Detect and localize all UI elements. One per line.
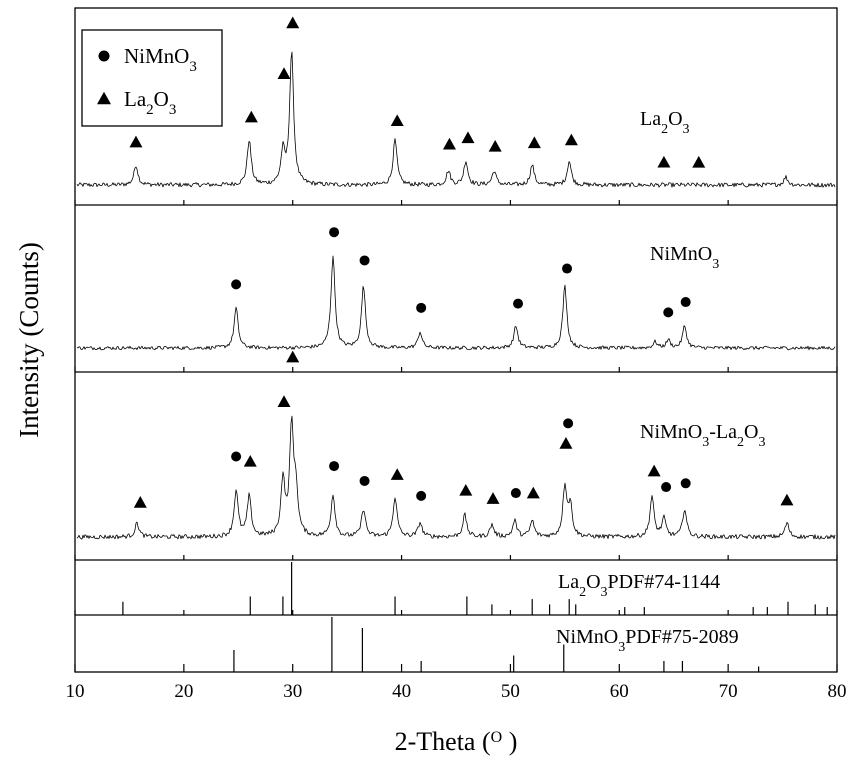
triangle-marker <box>527 487 540 499</box>
legend-label-part: La <box>124 87 147 111</box>
triangle-marker <box>657 156 670 168</box>
circle-marker <box>329 461 339 471</box>
triangle-marker <box>391 114 404 126</box>
triangle-marker <box>692 156 705 168</box>
triangle-marker <box>487 492 500 504</box>
circle-marker <box>513 299 523 309</box>
circle-marker <box>511 488 521 498</box>
circle-marker <box>661 482 671 492</box>
legend-label-part: 3 <box>169 102 177 118</box>
legend-label-part: NiMnO <box>124 44 189 68</box>
circle-marker <box>663 307 673 317</box>
series-label-1-part: 2 <box>661 122 668 137</box>
x-tick-label: 40 <box>392 681 411 702</box>
circle-marker <box>231 279 241 289</box>
triangle-marker <box>528 136 541 148</box>
reference-label-1: La2O3PDF#74-1144 <box>558 571 720 600</box>
reference-label-2-part: PDF#75-2089 <box>625 626 738 648</box>
reference-label-1-part: 3 <box>601 585 608 600</box>
circle-marker <box>329 227 339 237</box>
x-tick-label: 80 <box>828 681 847 702</box>
series-label-3: NiMnO3-La2O3 <box>640 421 765 450</box>
x-tick-label: 70 <box>719 681 738 702</box>
triangle-marker <box>278 67 291 79</box>
series-label-1-part: 3 <box>683 122 690 137</box>
x-axis-label-text: 2-Theta <box>395 727 476 756</box>
series-label-1-part: La <box>640 108 661 130</box>
reference-label-2-part: 3 <box>618 640 625 655</box>
triangle-marker <box>286 17 299 29</box>
trace-2 <box>77 256 835 350</box>
xrd-chart: 10203040506070802-Theta (O )Intensity (C… <box>0 0 863 770</box>
series-label-2-part: NiMnO <box>650 243 712 265</box>
triangle-marker <box>648 465 661 477</box>
legend-label-part: 2 <box>146 102 154 118</box>
reference-label-1-part: La <box>558 571 579 593</box>
legend-circle-marker <box>99 51 110 62</box>
circle-marker <box>416 491 426 501</box>
triangle-marker <box>461 131 474 143</box>
series-label-1: La2O3 <box>640 108 690 137</box>
series-label-3-part: 3 <box>758 435 765 450</box>
triangle-marker <box>780 494 793 506</box>
triangle-marker <box>489 140 502 152</box>
triangle-marker <box>244 455 257 467</box>
series-label-2-part: 3 <box>712 257 719 272</box>
reference-label-1-part: O <box>586 571 600 593</box>
x-axis-label: 2-Theta (O ) <box>395 727 518 756</box>
series-label-3-part: 2 <box>737 435 744 450</box>
series-label-1-part: O <box>668 108 682 130</box>
triangle-marker <box>129 136 142 148</box>
series-label-3-part: NiMnO <box>640 421 702 443</box>
legend: NiMnO3La2O3 <box>82 30 222 126</box>
triangle-marker <box>559 437 572 449</box>
circle-marker <box>360 476 370 486</box>
x-tick-label: 20 <box>174 681 193 702</box>
triangle-marker <box>443 138 456 150</box>
triangle-marker <box>459 484 472 496</box>
x-axis-label-unit: O <box>491 729 503 746</box>
x-axis-label-open: ( <box>475 727 490 756</box>
circle-marker <box>562 264 572 274</box>
x-tick-label: 10 <box>66 681 85 702</box>
circle-marker <box>681 297 691 307</box>
x-tick-label: 30 <box>283 681 302 702</box>
triangle-marker <box>286 351 299 363</box>
x-tick-label: 50 <box>501 681 520 702</box>
reference-label-2: NiMnO3PDF#75-2089 <box>556 626 739 655</box>
legend-label-part: 3 <box>189 59 197 75</box>
circle-marker <box>681 478 691 488</box>
series-label-3-part: O <box>744 421 758 443</box>
triangle-marker <box>278 395 291 407</box>
series-label-3-part: 3 <box>702 435 709 450</box>
circle-marker <box>416 303 426 313</box>
reference-label-1-part: PDF#74-1144 <box>608 571 721 593</box>
legend-label-part: O <box>154 87 169 111</box>
circle-marker <box>563 418 573 428</box>
x-tick-label: 60 <box>610 681 629 702</box>
triangle-marker <box>565 134 578 146</box>
x-axis-label-close: ) <box>502 727 517 756</box>
reference-label-1-part: 2 <box>579 585 586 600</box>
circle-marker <box>360 255 370 265</box>
y-axis-label: Intensity (Counts) <box>14 242 44 438</box>
series-label-3-part: -La <box>709 421 737 443</box>
circle-marker <box>231 451 241 461</box>
triangle-marker <box>391 468 404 480</box>
reference-label-2-part: NiMnO <box>556 626 618 648</box>
triangle-marker <box>134 496 147 508</box>
triangle-marker <box>245 111 258 123</box>
series-label-2: NiMnO3 <box>650 243 719 272</box>
